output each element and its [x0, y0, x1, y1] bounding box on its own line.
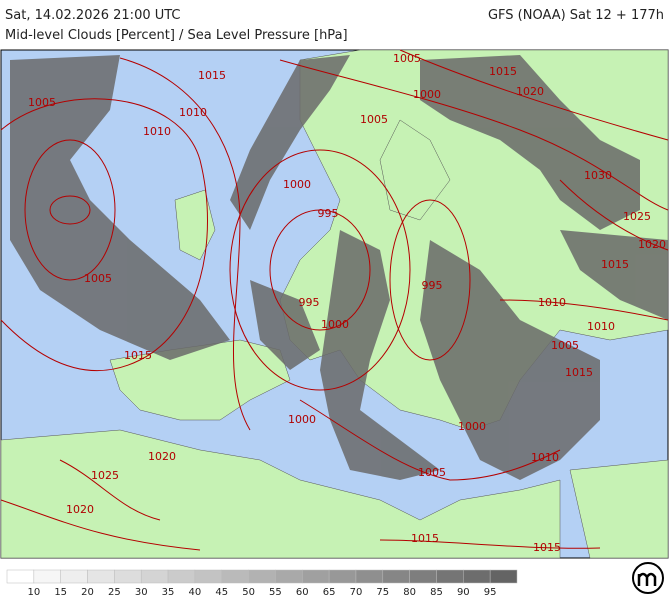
isobar-label: 1025	[623, 210, 651, 223]
isobar-label: 1010	[179, 106, 207, 119]
isobar-label: 1005	[551, 339, 579, 352]
legend-swatch	[60, 569, 88, 584]
legend-label: 50	[242, 587, 255, 598]
model-run: GFS (NOAA) Sat 12 + 177h	[488, 8, 664, 23]
isobar-label: 1020	[66, 503, 94, 516]
legend-swatch	[328, 569, 357, 584]
isobar-label: 1005	[28, 96, 56, 109]
legend-label: 45	[215, 587, 228, 598]
legend-label: 90	[457, 587, 470, 598]
clouds	[10, 55, 668, 480]
isobar-label: 1000	[283, 178, 311, 191]
legend-label: 65	[323, 587, 336, 598]
legend-label: 95	[484, 587, 497, 598]
legend-swatch	[221, 569, 249, 584]
isobar-label: 1015	[565, 366, 593, 379]
isobar-label: 1010	[587, 320, 615, 333]
isobar-label: 1030	[584, 169, 612, 182]
isobar-label: 995	[422, 279, 443, 292]
isobar-label: 1005	[418, 466, 446, 479]
legend-swatch	[140, 569, 169, 584]
isobar-label: 1015	[489, 65, 517, 78]
legend-swatch	[463, 569, 491, 584]
isobar-label: 995	[299, 296, 320, 309]
legend-swatch	[6, 569, 35, 584]
legend-label: 40	[189, 587, 202, 598]
isobar-label: 1020	[516, 85, 544, 98]
legend-swatch	[167, 569, 196, 584]
legend-label: 75	[376, 587, 389, 598]
isobar-label: 1015	[533, 541, 561, 554]
map-subtitle: Mid-level Clouds [Percent] / Sea Level P…	[5, 28, 348, 43]
legend-swatch	[409, 569, 437, 584]
logo	[632, 562, 664, 594]
legend-label: 35	[162, 587, 175, 598]
isobar-label: 1020	[148, 450, 176, 463]
legend-label: 70	[350, 587, 363, 598]
isobar-label: 1000	[321, 318, 349, 331]
legend-swatch	[355, 569, 384, 584]
map-area: 1015 1005 1015 1005 1010 1000 1005 1020 1010 1030…	[0, 49, 669, 559]
isobar-label: 1005	[360, 113, 388, 126]
legend: 10 15 20 25 30 35 40 45 50 55 60 65 70 75 80 85 90 95	[6, 569, 518, 598]
isobar-label: 1010	[531, 451, 559, 464]
isobar-label: 1025	[91, 469, 119, 482]
legend-swatch	[87, 569, 115, 584]
isobar-label: 1020	[638, 238, 666, 251]
isobar-labels: 1015 1005 1015 1005 1010 1000 1005 1020 1010 1030…	[28, 52, 666, 554]
legend-label: 20	[81, 587, 94, 598]
isobar-label: 1000	[458, 420, 486, 433]
isobar-label: 1015	[124, 349, 152, 362]
legend-swatch	[489, 569, 518, 584]
isobar-label: 1000	[413, 88, 441, 101]
legend-swatch	[114, 569, 142, 584]
isobar-label: 1000	[288, 413, 316, 426]
legend-swatch	[302, 569, 330, 584]
legend-label: 25	[108, 587, 121, 598]
isobar-label: 1005	[393, 52, 421, 65]
legend-label: 60	[296, 587, 309, 598]
legend-label: 55	[269, 587, 282, 598]
isobar-label: 1015	[601, 258, 629, 271]
isobar-label: 1015	[411, 532, 439, 545]
legend-swatch	[382, 569, 410, 584]
legend-label: 30	[135, 587, 148, 598]
legend-label: 10	[27, 587, 40, 598]
map-time: Sat, 14.02.2026 21:00 UTC	[5, 8, 181, 23]
legend-swatch	[248, 569, 276, 584]
isobar-label: 995	[318, 207, 339, 220]
legend-swatch	[436, 569, 464, 584]
legend-swatch	[33, 569, 61, 584]
legend-label: 80	[403, 587, 416, 598]
legend-label: 85	[430, 587, 443, 598]
legend-swatch	[275, 569, 303, 584]
isobar-label: 1010	[143, 125, 171, 138]
isobars	[0, 49, 669, 551]
isobar-label: 1015	[198, 69, 226, 82]
isobar-label: 1005	[84, 272, 112, 285]
legend-label: 15	[54, 587, 67, 598]
legend-swatch	[194, 569, 222, 584]
isobar-label: 1010	[538, 296, 566, 309]
